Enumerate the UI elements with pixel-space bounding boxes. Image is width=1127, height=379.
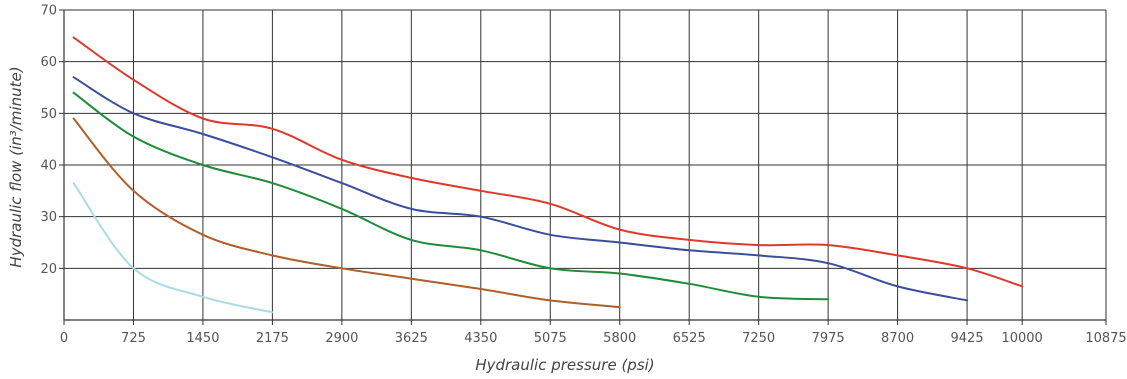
- series-line-1: [72, 36, 1024, 288]
- y-tick-label: 20: [40, 262, 57, 277]
- x-tick-label: 8700: [881, 331, 914, 346]
- series-line-3: [72, 91, 830, 301]
- y-tick-label: 30: [40, 210, 57, 225]
- x-tick-label: 10875: [1085, 331, 1126, 346]
- series-line-4: [72, 117, 621, 309]
- axes: [59, 9, 1107, 325]
- y-tick-labels: 20 30 40 50 60 70: [40, 4, 57, 277]
- x-tick-label: 6525: [673, 331, 706, 346]
- x-tick-label: 2175: [256, 331, 289, 346]
- y-tick-label: 70: [40, 4, 57, 19]
- y-axis-title: Hydraulic flow (in³/minute): [7, 66, 25, 267]
- y-tick-label: 40: [40, 159, 57, 174]
- y-tick-label: 60: [40, 55, 57, 70]
- x-tick-label: 7975: [812, 331, 845, 346]
- grid: [64, 9, 1107, 320]
- x-tick-label: 5075: [534, 331, 567, 346]
- series-line-5: [72, 182, 274, 314]
- x-tick-label: 5800: [603, 331, 636, 346]
- x-axis-title: Hydraulic pressure (psi): [475, 356, 654, 374]
- x-tick-label: 0: [60, 331, 68, 346]
- x-tick-label: 9425: [951, 331, 984, 346]
- x-tick-label: 725: [121, 331, 146, 346]
- series-line-2: [72, 76, 969, 302]
- x-tick-label: 3625: [395, 331, 428, 346]
- x-tick-label: 7250: [742, 331, 775, 346]
- x-tick-label: 2900: [325, 331, 358, 346]
- x-tick-label: 10000: [1001, 331, 1042, 346]
- x-tick-labels: 0 725 1450 2175 2900 3625 4350 5075 5800 6525 7250…: [60, 331, 1127, 346]
- x-tick-label: 4350: [464, 331, 497, 346]
- x-tick-label: 1450: [186, 331, 219, 346]
- series-group: [72, 36, 1024, 314]
- y-tick-label: 50: [40, 107, 57, 122]
